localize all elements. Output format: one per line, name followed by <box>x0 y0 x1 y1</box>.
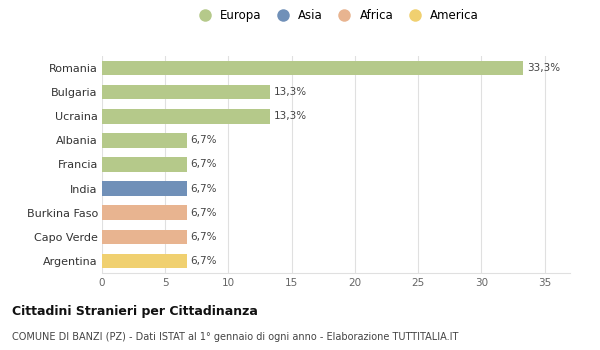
Bar <box>102 205 187 220</box>
Text: COMUNE DI BANZI (PZ) - Dati ISTAT al 1° gennaio di ogni anno - Elaborazione TUTT: COMUNE DI BANZI (PZ) - Dati ISTAT al 1° … <box>12 332 458 343</box>
Bar <box>102 181 187 196</box>
Text: 6,7%: 6,7% <box>191 160 217 169</box>
Bar <box>102 230 187 244</box>
Text: Cittadini Stranieri per Cittadinanza: Cittadini Stranieri per Cittadinanza <box>12 304 258 317</box>
Bar <box>102 133 187 148</box>
Bar <box>102 254 187 268</box>
Text: 6,7%: 6,7% <box>191 232 217 242</box>
Bar <box>102 109 270 124</box>
Bar <box>102 61 523 75</box>
Text: 6,7%: 6,7% <box>191 256 217 266</box>
Text: 33,3%: 33,3% <box>527 63 560 73</box>
Bar <box>102 157 187 172</box>
Text: 13,3%: 13,3% <box>274 87 307 97</box>
Bar <box>102 85 270 99</box>
Text: 13,3%: 13,3% <box>274 111 307 121</box>
Legend: Europa, Asia, Africa, America: Europa, Asia, Africa, America <box>193 9 479 22</box>
Text: 6,7%: 6,7% <box>191 208 217 218</box>
Text: 6,7%: 6,7% <box>191 135 217 145</box>
Text: 6,7%: 6,7% <box>191 184 217 194</box>
